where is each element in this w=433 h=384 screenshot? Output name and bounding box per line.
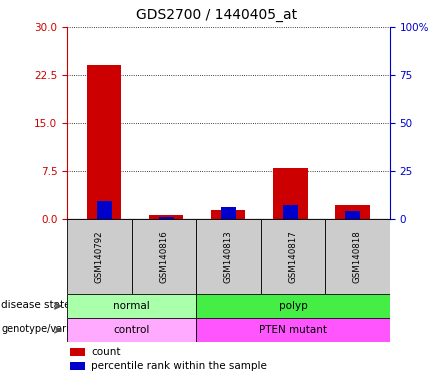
Text: control: control bbox=[113, 325, 150, 335]
Bar bbox=[70, 362, 85, 370]
Text: disease state: disease state bbox=[1, 300, 71, 310]
Bar bbox=[261, 219, 325, 294]
Text: GSM140818: GSM140818 bbox=[353, 230, 362, 283]
Bar bbox=[67, 219, 132, 294]
Bar bbox=[97, 201, 112, 219]
Bar bbox=[196, 294, 390, 318]
Bar bbox=[132, 219, 196, 294]
Text: GSM140817: GSM140817 bbox=[288, 230, 297, 283]
Bar bbox=[325, 219, 390, 294]
Bar bbox=[196, 318, 390, 342]
Bar bbox=[196, 219, 261, 294]
Text: percentile rank within the sample: percentile rank within the sample bbox=[91, 361, 267, 371]
Bar bbox=[67, 294, 196, 318]
Bar bbox=[273, 168, 307, 219]
Bar bbox=[336, 205, 369, 219]
Text: normal: normal bbox=[113, 301, 150, 311]
Bar bbox=[345, 210, 360, 219]
Bar bbox=[67, 318, 196, 342]
Bar bbox=[149, 215, 184, 219]
Text: GSM140792: GSM140792 bbox=[95, 230, 104, 283]
Text: PTEN mutant: PTEN mutant bbox=[259, 325, 327, 335]
Bar bbox=[221, 207, 236, 219]
Text: count: count bbox=[91, 348, 121, 358]
Bar bbox=[158, 217, 174, 219]
Bar bbox=[87, 65, 121, 219]
Text: polyp: polyp bbox=[278, 301, 307, 311]
Bar bbox=[70, 348, 85, 356]
Text: GDS2700 / 1440405_at: GDS2700 / 1440405_at bbox=[136, 8, 297, 22]
Text: GSM140816: GSM140816 bbox=[159, 230, 168, 283]
Text: genotype/variation: genotype/variation bbox=[1, 324, 94, 334]
Bar bbox=[283, 205, 298, 219]
Bar bbox=[211, 210, 246, 219]
Text: GSM140813: GSM140813 bbox=[224, 230, 233, 283]
